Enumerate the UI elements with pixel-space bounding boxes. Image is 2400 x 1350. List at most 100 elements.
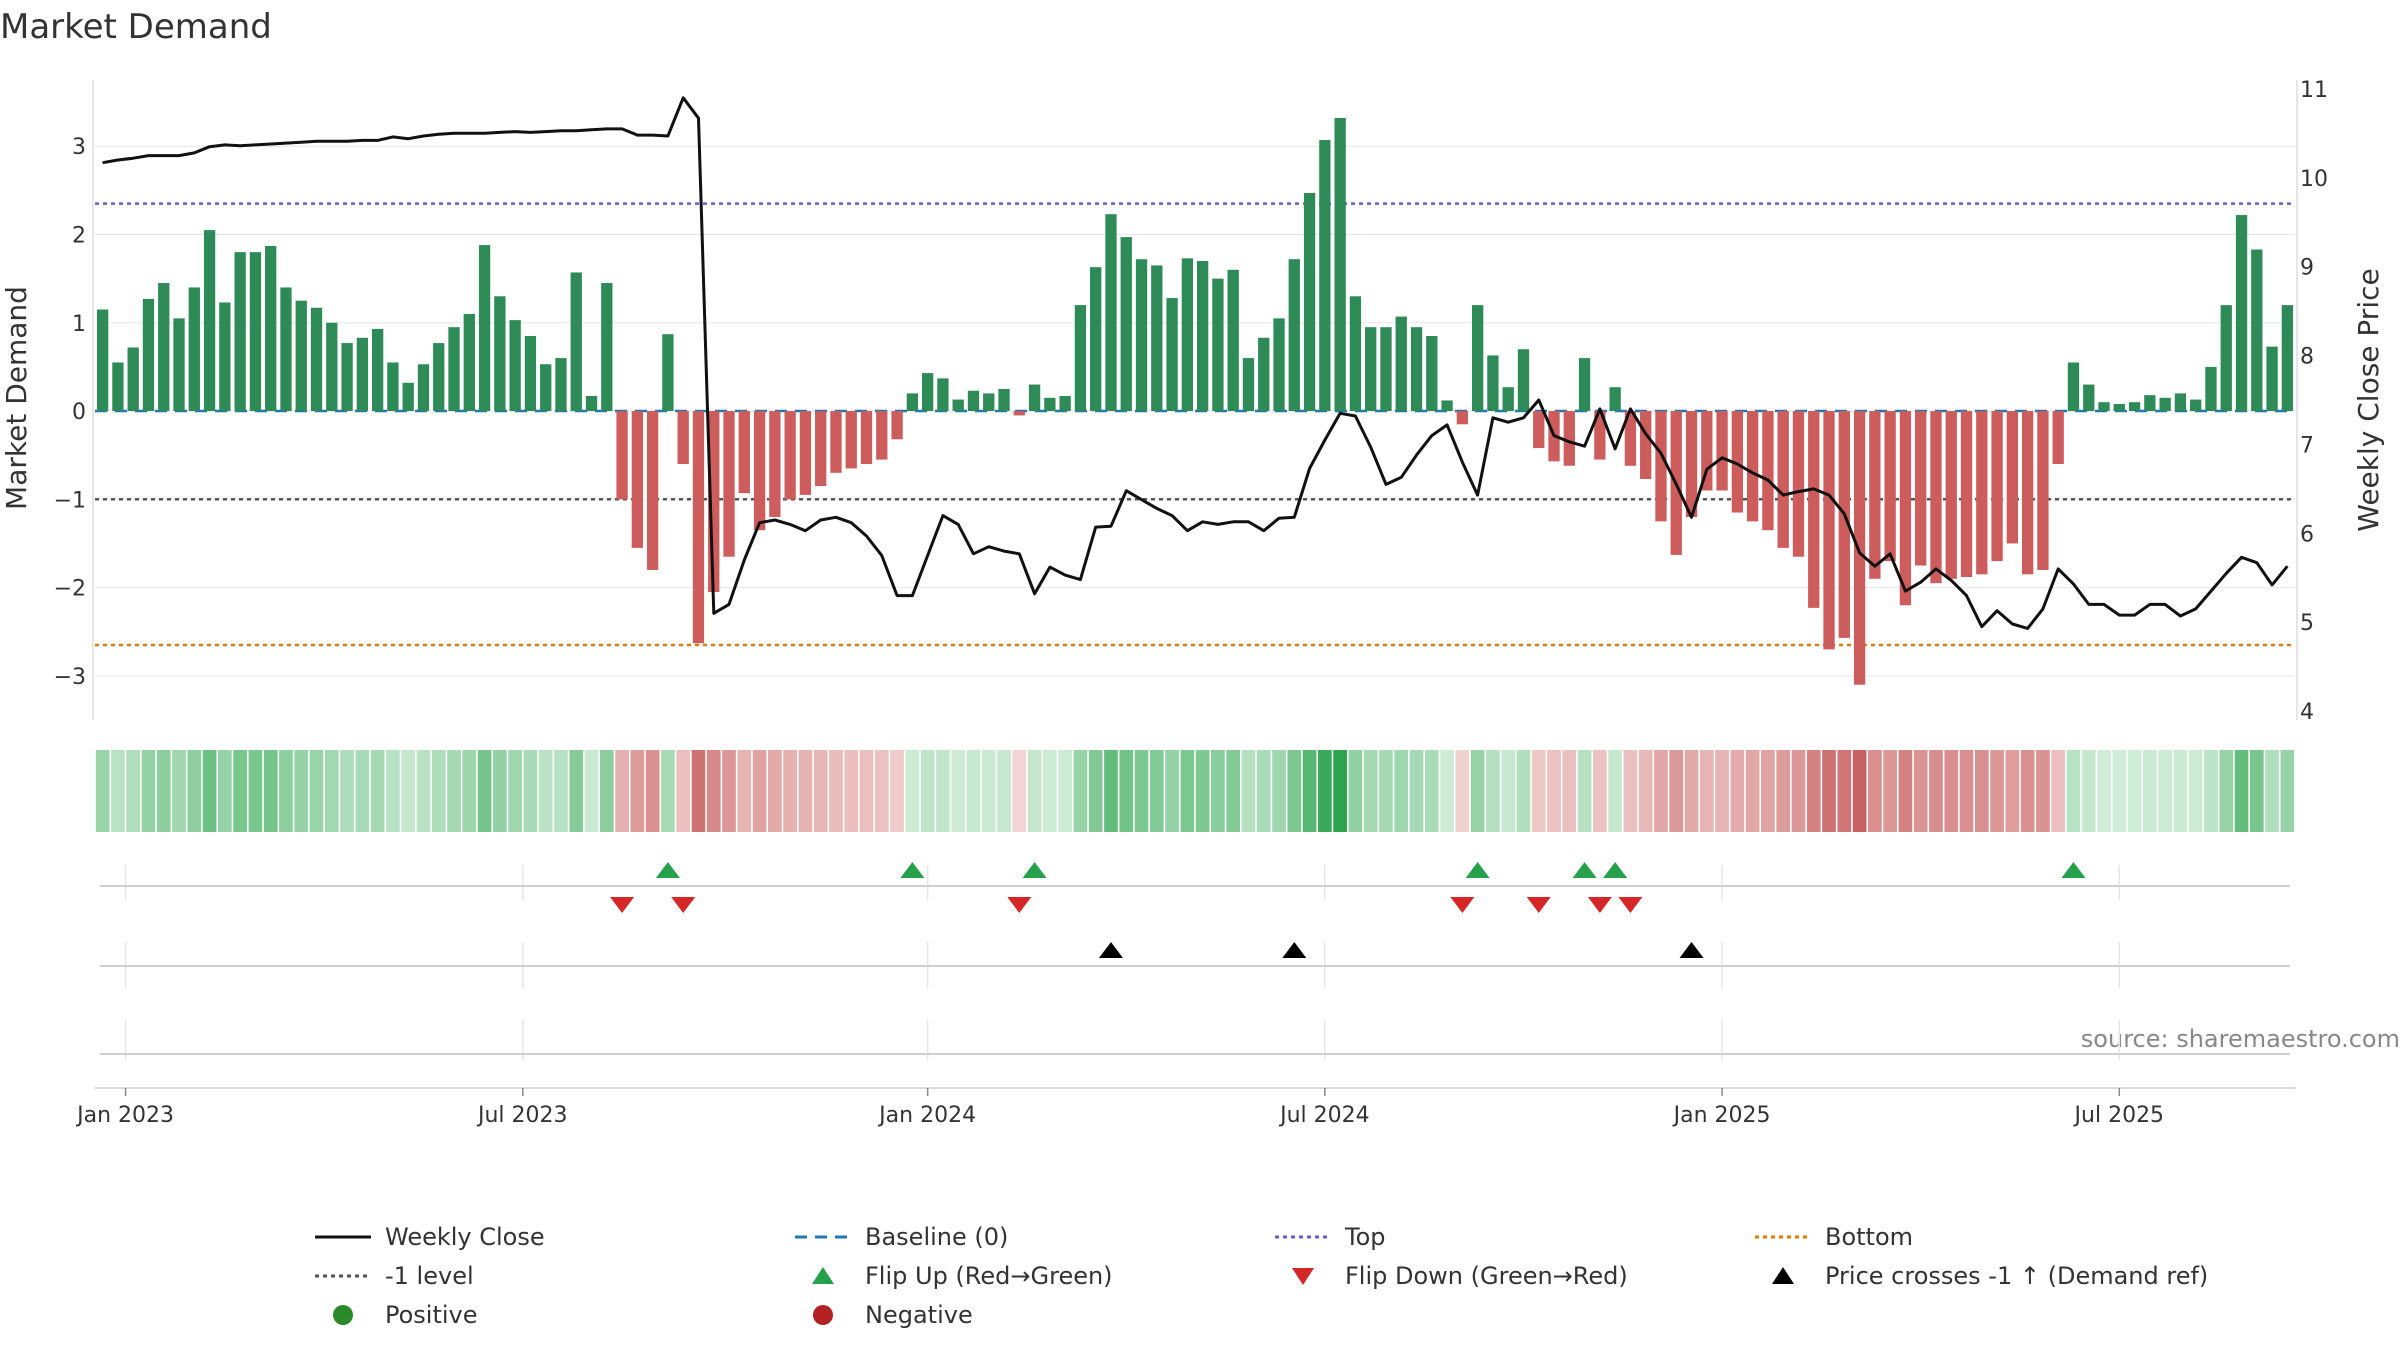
heat-cell — [477, 750, 492, 832]
demand-bar — [371, 328, 384, 412]
heat-cell — [431, 750, 446, 832]
heat-cell — [752, 750, 767, 832]
heat-cell — [1333, 750, 1347, 832]
grid — [92, 80, 2298, 1089]
heat-cell — [340, 750, 354, 832]
heat-cell — [386, 750, 400, 832]
demand-bar — [1380, 327, 1392, 412]
heat-cell — [2066, 750, 2081, 832]
heat-cell — [997, 750, 1011, 832]
demand-bar — [1869, 411, 1881, 579]
heat-cell — [813, 750, 828, 832]
heat-cell — [584, 750, 599, 832]
heat-cell — [1761, 750, 1775, 832]
heat-cell — [1424, 750, 1439, 832]
demand-bar — [2144, 395, 2156, 412]
heat-cell — [1226, 750, 1241, 832]
legend-swatch — [812, 1267, 834, 1284]
demand-bar — [234, 252, 246, 412]
heat-cell — [401, 750, 416, 832]
demand-bar — [1838, 411, 1850, 638]
legend-label: Bottom — [1825, 1223, 1913, 1251]
demand-bar — [433, 343, 445, 412]
heat-cell — [1302, 750, 1317, 832]
demand-bar — [1884, 411, 1896, 562]
heat-cell — [1211, 750, 1225, 832]
heat-cell — [2112, 750, 2127, 832]
heat-cell — [1959, 750, 1974, 832]
legend-label: Flip Up (Red→Green) — [865, 1262, 1113, 1290]
legend-swatch — [1292, 1268, 1314, 1285]
legend-label: Price crosses -1 ↑ (Demand ref) — [1825, 1262, 2208, 1290]
heat-cell — [493, 750, 507, 832]
demand-bar — [631, 411, 644, 548]
x-ticks: Jan 2023 Jul 2023 Jan 2024 Jul 2024 Jan 2025… — [75, 1088, 2164, 1128]
heat-cell — [187, 750, 202, 832]
heat-cell — [2249, 750, 2264, 832]
heat-cell — [905, 750, 920, 832]
heat-cell — [706, 750, 721, 832]
demand-bar — [1792, 411, 1805, 557]
demand-bar — [1685, 411, 1698, 517]
heat-cell — [890, 750, 904, 832]
demand-bar — [906, 393, 919, 412]
heat-cell — [1348, 750, 1363, 832]
heat-cell — [2081, 750, 2096, 832]
heat-cell — [1073, 750, 1088, 832]
heat-cell — [1944, 750, 1959, 832]
heat-cell — [2219, 750, 2234, 832]
heat-cell — [1027, 750, 1042, 832]
flip-up-marker — [1572, 862, 1597, 878]
demand-bar — [509, 320, 521, 412]
heat-cell — [1043, 750, 1057, 832]
price-cross-marker — [1282, 942, 1307, 958]
demand-bar — [2128, 402, 2141, 412]
legend-label: -1 level — [385, 1262, 474, 1290]
demand-bar — [983, 393, 995, 412]
legend-swatch — [1772, 1267, 1794, 1284]
legend-label: Negative — [865, 1301, 973, 1329]
legend-swatch — [813, 1305, 833, 1325]
heat-cell — [1394, 750, 1409, 832]
legend-label: Top — [1344, 1223, 1386, 1251]
heat-cell — [1241, 750, 1256, 832]
heat-cell — [1776, 750, 1791, 832]
heat-cell — [1883, 750, 1897, 832]
demand-bar — [1181, 258, 1194, 412]
heat-cell — [355, 750, 370, 832]
x-tick-label: Jan 2024 — [877, 1103, 976, 1128]
heat-cell — [111, 750, 125, 832]
price-cross-marker — [1098, 942, 1123, 958]
price-cross-marker — [1679, 942, 1704, 958]
heat-cell — [95, 750, 110, 832]
heat-cell — [2280, 750, 2295, 832]
heat-cell — [1149, 750, 1164, 832]
demand-bar — [1487, 355, 1499, 412]
demand-bar — [417, 364, 430, 412]
demand-bar — [1731, 411, 1744, 513]
demand-bar — [1166, 298, 1178, 412]
flip-up-marker — [1603, 862, 1628, 878]
demand-bar — [1471, 305, 1484, 412]
flip-up-marker — [655, 862, 680, 878]
heat-cell — [1608, 750, 1622, 832]
y2-tick-label: 8 — [2300, 345, 2314, 370]
heat-cell — [1165, 750, 1179, 832]
demand-bar — [1533, 411, 1545, 449]
demand-bar — [815, 411, 827, 487]
demand-bar — [1059, 396, 1071, 412]
heat-cell — [1119, 750, 1134, 832]
heat-cell — [661, 750, 675, 832]
demand-bar — [1319, 140, 1331, 412]
heat-cell — [1440, 750, 1454, 832]
demand-bar — [1991, 411, 2003, 562]
demand-bar — [96, 309, 109, 412]
heat-cell — [1088, 750, 1103, 832]
demand-bar — [799, 411, 812, 495]
chart-title: Market Demand — [0, 7, 272, 47]
demand-bar — [937, 378, 949, 412]
demand-bar — [310, 307, 323, 412]
heat-cell — [248, 750, 263, 832]
heat-cell — [1012, 750, 1027, 832]
